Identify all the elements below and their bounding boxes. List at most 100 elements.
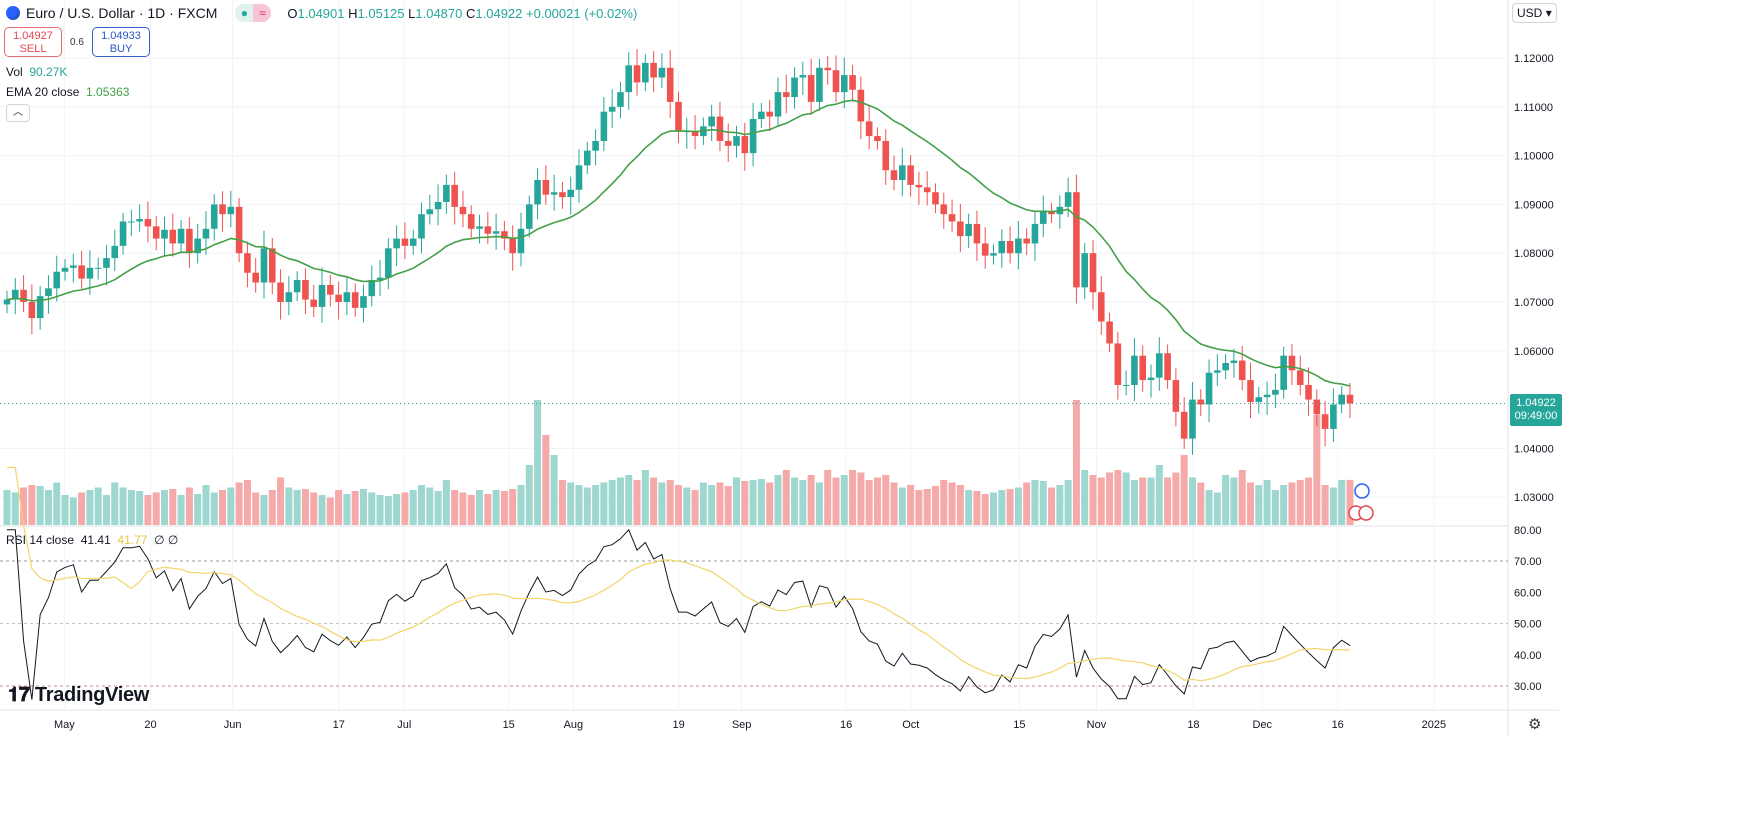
- candle: [1048, 202, 1055, 223]
- candle-body: [3, 299, 11, 305]
- time-axis-label: Oct: [902, 719, 919, 731]
- volume-bar: [161, 490, 169, 525]
- candle: [28, 284, 36, 335]
- candle-body: [351, 292, 359, 308]
- currency-select[interactable]: USD ▾: [1512, 3, 1557, 23]
- sell-button[interactable]: 1.04927 SELL: [4, 27, 62, 57]
- candle-body: [1263, 394, 1271, 398]
- status-pill[interactable]: ● ≈: [235, 4, 272, 22]
- volume-bar: [1197, 482, 1205, 525]
- rsi-ma-line: [7, 466, 1351, 682]
- candle-body: [617, 92, 624, 107]
- candle: [567, 176, 575, 215]
- volume-bar: [1014, 487, 1022, 525]
- candle-body: [327, 284, 334, 295]
- volume-bar: [351, 491, 359, 525]
- volume-bar: [20, 487, 28, 525]
- candle-body: [584, 150, 591, 166]
- time-axis-label: Jul: [397, 719, 411, 731]
- candle: [45, 275, 52, 314]
- candle-body: [476, 226, 483, 229]
- candle: [1321, 401, 1329, 447]
- ema-legend[interactable]: EMA 20 close 1.05363: [6, 85, 130, 99]
- volume-bar: [426, 487, 434, 525]
- volume-bar: [1006, 489, 1014, 525]
- volume-bar: [1188, 477, 1196, 525]
- spread-value: 0.6: [70, 36, 84, 48]
- volume-bar: [202, 485, 210, 525]
- candle-body: [799, 75, 807, 78]
- volume-bar: [227, 487, 235, 525]
- candle-body: [1015, 238, 1022, 254]
- volume-bar: [567, 482, 575, 525]
- time-axis-label: Nov: [1087, 719, 1107, 731]
- current-price-label: 1.04922 09:49:00: [1510, 394, 1562, 426]
- candle: [733, 125, 740, 158]
- candle-body: [252, 272, 259, 283]
- candle-body: [1189, 399, 1196, 439]
- volume-bar: [1230, 477, 1238, 525]
- volume-legend[interactable]: Vol 90.27K: [6, 65, 68, 79]
- candle-body: [1114, 343, 1122, 385]
- volume-bar: [691, 490, 699, 525]
- volume-bar: [136, 491, 144, 525]
- candle: [103, 244, 110, 286]
- volume-bar: [998, 490, 1006, 525]
- candle: [1172, 368, 1180, 427]
- candle: [998, 229, 1006, 268]
- collapse-legend-button[interactable]: ︿: [6, 104, 30, 122]
- candle: [94, 257, 102, 280]
- volume-bar: [534, 400, 542, 525]
- candle: [1197, 389, 1205, 417]
- candle: [882, 129, 890, 185]
- candle: [1305, 367, 1312, 416]
- symbol-title[interactable]: Euro / U.S. Dollar · 1D · FXCM: [26, 5, 218, 21]
- candle: [1214, 354, 1221, 386]
- volume-bar: [674, 485, 682, 525]
- volume-bar: [898, 487, 906, 525]
- candle-body: [907, 165, 914, 185]
- settings-gear-icon[interactable]: ⚙: [1528, 716, 1542, 733]
- volume-bar: [119, 487, 127, 525]
- candle: [70, 253, 77, 283]
- volume-bar: [625, 475, 633, 525]
- candle: [136, 204, 143, 232]
- candle: [1346, 383, 1354, 419]
- time-axis-label: 2025: [1422, 719, 1446, 731]
- candle-body: [45, 288, 52, 297]
- volume-bar: [376, 495, 384, 525]
- volume-bar: [815, 482, 823, 525]
- candle-body: [857, 89, 865, 122]
- volume-bar: [840, 475, 848, 525]
- price-axis-label: 1.11000: [1514, 102, 1553, 114]
- volume-bar: [931, 486, 939, 525]
- candle: [608, 89, 616, 128]
- candle-body: [774, 92, 782, 117]
- candle-body: [567, 189, 575, 198]
- volume-bar: [28, 485, 36, 525]
- candle-body: [600, 111, 608, 141]
- volume-bar: [177, 495, 185, 525]
- candle-body: [849, 75, 856, 90]
- rsi-legend[interactable]: RSI 14 close 41.41 41.77 ∅ ∅: [6, 533, 179, 547]
- candle: [907, 155, 914, 197]
- buy-button[interactable]: 1.04933 BUY: [92, 27, 150, 57]
- tv-logo-icon: 𝟏𝟕: [8, 684, 30, 706]
- time-axis-label: 15: [1013, 719, 1025, 731]
- candle-body: [724, 140, 732, 146]
- candle: [534, 168, 541, 220]
- candle-body: [260, 248, 268, 283]
- volume-bar: [981, 494, 989, 525]
- volume-bar: [459, 492, 467, 525]
- time-axis-label: Jun: [224, 719, 242, 731]
- candle: [501, 220, 508, 251]
- candle-body: [1280, 355, 1287, 390]
- candle-body: [36, 296, 44, 319]
- candle-body: [70, 265, 77, 268]
- volume-bar: [600, 482, 608, 525]
- candle: [1330, 388, 1337, 443]
- candle: [418, 202, 425, 254]
- tradingview-logo[interactable]: 𝟏𝟕 TradingView: [8, 684, 150, 706]
